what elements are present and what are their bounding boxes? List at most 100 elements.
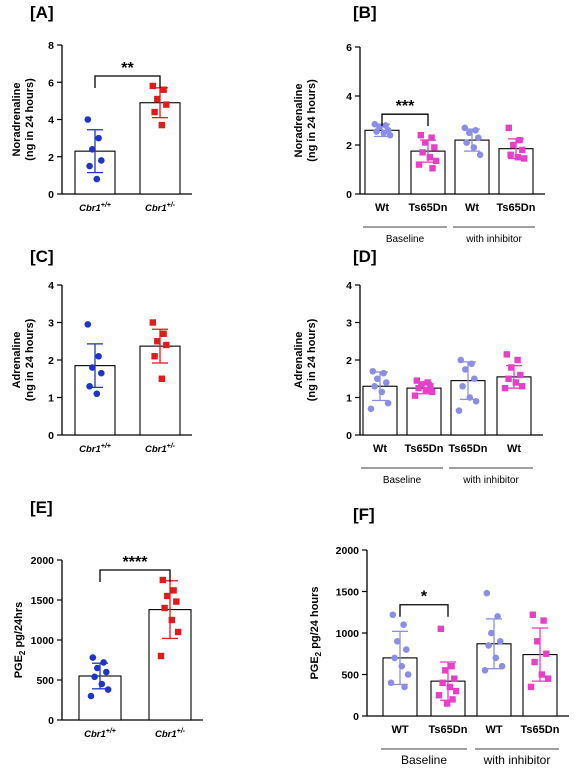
data-point xyxy=(419,149,426,156)
data-point xyxy=(514,154,521,161)
data-point xyxy=(424,379,431,386)
data-point xyxy=(531,658,538,666)
data-point xyxy=(389,611,397,619)
y-axis-title-line: PGE xyxy=(309,656,321,679)
y-tick-label: 3 xyxy=(48,318,54,330)
data-point xyxy=(413,377,420,384)
data-point xyxy=(173,598,180,605)
data-point xyxy=(462,366,469,373)
y-tick-label: 3 xyxy=(346,318,352,330)
data-point xyxy=(418,381,425,388)
data-point xyxy=(485,642,492,649)
data-point xyxy=(429,165,436,172)
data-point xyxy=(475,134,482,141)
data-point xyxy=(488,629,495,637)
data-point xyxy=(505,124,512,132)
data-point xyxy=(104,686,112,693)
data-point xyxy=(382,122,389,129)
data-point xyxy=(448,663,455,670)
significance-label: * xyxy=(421,589,428,606)
x-category-label: WT xyxy=(485,724,502,736)
data-point xyxy=(157,652,165,660)
y-axis-title-line: Adrenaline xyxy=(293,332,305,389)
y-tick-label: 1000 xyxy=(336,628,360,640)
data-point xyxy=(163,101,170,108)
y-tick-label: 2 xyxy=(48,152,54,164)
y-axis-title-subscript: 2 xyxy=(18,650,27,655)
data-point xyxy=(534,638,541,645)
data-point xyxy=(98,680,106,688)
y-axis-title-line: Noradrenaline xyxy=(293,84,305,158)
data-point xyxy=(400,621,407,628)
data-point xyxy=(403,646,410,653)
chart-panel-3: [C]Adrenaline(ng in 24 hours)01234Cbr1+/… xyxy=(11,247,192,455)
data-point xyxy=(160,330,167,337)
x-category-label: Wt xyxy=(507,443,521,455)
significance-label: ** xyxy=(121,60,134,77)
data-point xyxy=(149,82,156,90)
y-tick-label: 2 xyxy=(48,355,54,367)
y-axis-title-line: (ng in 24 hours) xyxy=(24,78,36,161)
x-category-label: Cbr1+/- xyxy=(145,443,176,455)
y-axis-title: Noradrenaline(ng in 24 hours) xyxy=(293,79,318,162)
x-category-label: Cbr1+/+ xyxy=(84,728,116,740)
data-point xyxy=(428,134,435,141)
category-base: Cbr1 xyxy=(79,444,101,455)
y-axis-title-line: (ng in 24 hours) xyxy=(306,79,318,162)
y-tick-label: 6 xyxy=(48,77,54,89)
data-point xyxy=(497,638,504,645)
data-point xyxy=(466,129,473,137)
panel-label: [A] xyxy=(30,3,54,22)
data-point xyxy=(516,136,523,144)
data-point xyxy=(452,687,460,695)
y-axis-title-line: Adrenaline xyxy=(11,332,23,389)
data-point xyxy=(432,157,440,165)
chart-panel-6: [F] PGE2 pg/24 hours 0 500 1000 1500 2000 WT Ts6… xyxy=(309,505,569,767)
y-tick-label: 1 xyxy=(346,393,352,405)
chart-panel-1: [A] Noradrenaline(ng in 24 hours) 0 2 4 6 8 Cbr… xyxy=(11,3,192,214)
data-point xyxy=(86,162,93,170)
data-point xyxy=(472,127,479,134)
data-point xyxy=(174,628,182,636)
chart-panel-2: [B] Noradrenaline(ng in 24 hours) 0 2 4 6 Wt Ts… xyxy=(293,3,545,245)
data-point xyxy=(94,664,101,672)
data-point xyxy=(404,671,412,678)
data-point xyxy=(170,587,177,594)
x-category-label: Cbr1+/+ xyxy=(79,443,111,455)
data-point xyxy=(466,394,474,401)
group-label: Baseline xyxy=(401,753,447,767)
panel-label: [E] xyxy=(30,498,53,517)
data-point xyxy=(151,353,158,360)
data-point xyxy=(510,141,517,149)
chart-panel-4: [D] Adrenaline(ng in 24 hours) 0 1 2 3 4 Wt Ts65… xyxy=(293,247,543,486)
x-category-label: Ts65Dn xyxy=(449,443,488,455)
y-tick-label: 4 xyxy=(48,115,54,127)
data-point xyxy=(103,668,110,676)
data-point xyxy=(95,352,102,360)
y-tick-label: 1 xyxy=(48,393,54,405)
data-point xyxy=(514,356,521,364)
data-point xyxy=(391,654,398,662)
data-point xyxy=(451,675,458,682)
data-point xyxy=(84,116,92,123)
category-base: Cbr1 xyxy=(79,203,101,214)
panel-label: [F] xyxy=(353,505,375,524)
data-point xyxy=(91,673,98,681)
x-category-label: Cbr1+/- xyxy=(155,728,186,740)
data-point xyxy=(461,124,469,132)
y-tick-label: 2 xyxy=(346,355,352,367)
group-label: with inhibitor xyxy=(462,475,519,486)
data-point xyxy=(481,667,489,674)
panel-label: [D] xyxy=(353,247,377,266)
category-superscript: +/+ xyxy=(101,443,111,450)
data-point xyxy=(86,382,93,390)
significance-bracket xyxy=(99,569,171,582)
data-point xyxy=(449,696,456,703)
data-point xyxy=(519,146,526,154)
data-point xyxy=(380,369,387,377)
y-axis-title: Adrenaline(ng in 24 hours) xyxy=(11,318,36,401)
y-axis-title-line: PGE xyxy=(13,655,25,678)
data-point xyxy=(428,388,436,396)
y-tick-label: 2 xyxy=(346,140,352,152)
